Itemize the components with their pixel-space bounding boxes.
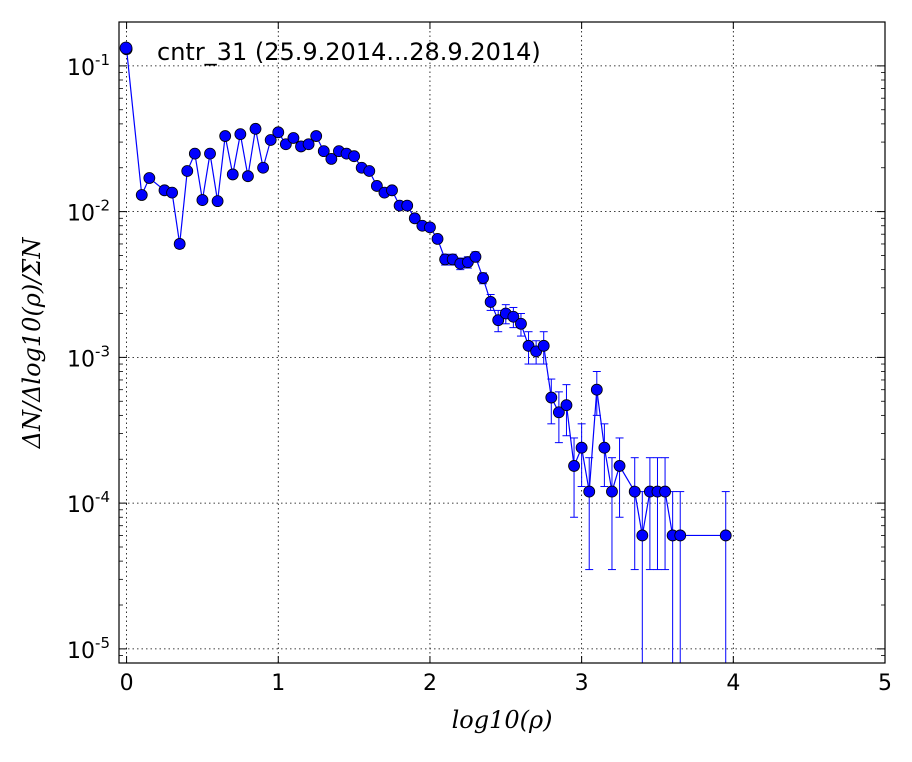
data-point [431, 232, 444, 245]
data-point [279, 138, 292, 151]
y-tick-label: 10-2 [67, 197, 110, 227]
data-point [173, 238, 186, 250]
x-tick-label: 4 [726, 671, 740, 696]
data-point [310, 130, 323, 142]
x-axis-title: log10(ρ) [452, 706, 553, 734]
x-tick-label: 5 [878, 671, 892, 696]
data-point [507, 310, 520, 323]
data-point [424, 221, 436, 234]
y-tick-label: 10-3 [67, 342, 110, 372]
data-point [257, 161, 269, 174]
data-point [234, 128, 247, 141]
data-point [606, 485, 618, 498]
data-point [211, 195, 224, 208]
data-point [583, 485, 596, 498]
data-point [401, 199, 414, 212]
data-point [143, 172, 156, 184]
series-line [125, 49, 726, 537]
data-point [287, 132, 300, 144]
data-point [719, 529, 732, 542]
data-point [613, 460, 626, 472]
data-point [219, 130, 232, 142]
x-tick-label: 1 [271, 671, 285, 696]
data-point [545, 391, 558, 404]
data-point [659, 485, 671, 498]
data-point [636, 529, 649, 542]
data-point [188, 147, 201, 160]
axis-ticks [119, 21, 886, 664]
legend-marker [119, 41, 133, 55]
data-point [166, 186, 178, 199]
y-tick-label: 10-4 [67, 488, 110, 518]
y-axis-title: ΔN/Δlog10(ρ)/ΣN [18, 237, 46, 450]
y-tick-label: 10-5 [67, 634, 110, 664]
x-tick-label: 0 [120, 671, 134, 696]
data-point [408, 212, 421, 225]
legend-label: cntr_31 (25.9.2014...28.9.2014) [157, 38, 541, 66]
data-point [242, 170, 254, 183]
data-series [120, 43, 732, 663]
data-point [370, 180, 383, 192]
data-point [552, 406, 565, 419]
data-point [492, 314, 505, 327]
plot-area [119, 22, 885, 663]
data-point [598, 441, 611, 454]
data-point [590, 383, 603, 396]
data-point [477, 272, 489, 284]
x-tick-labels: 0 1 2 3 4 5 [120, 671, 892, 696]
data-point [196, 194, 209, 206]
data-point [302, 138, 315, 151]
data-point [363, 165, 376, 177]
data-point [560, 399, 573, 412]
data-point [628, 485, 641, 498]
data-point [249, 122, 262, 135]
plot-frame [118, 21, 886, 664]
y-tick-labels: 10-1 10-2 10-3 10-4 10-5 [67, 51, 110, 664]
data-point [181, 165, 194, 177]
data-point [674, 529, 687, 542]
data-point [484, 296, 497, 308]
data-point [568, 460, 580, 472]
data-point [325, 153, 338, 165]
data-point [135, 189, 148, 201]
data-point [515, 317, 527, 330]
data-point [386, 184, 398, 197]
data-point [226, 168, 239, 181]
data-point [537, 339, 550, 352]
grid-lines [119, 22, 886, 663]
data-point [272, 126, 285, 139]
data-point [264, 134, 277, 146]
data-point [575, 441, 588, 454]
data-point [317, 145, 330, 158]
y-tick-label: 10-1 [67, 51, 110, 81]
data-point [348, 150, 361, 163]
x-tick-label: 3 [575, 671, 589, 696]
data-point [204, 147, 216, 160]
data-point [469, 250, 482, 263]
x-tick-label: 2 [423, 671, 437, 696]
legend: cntr_31 (25.9.2014...28.9.2014) [119, 38, 541, 66]
